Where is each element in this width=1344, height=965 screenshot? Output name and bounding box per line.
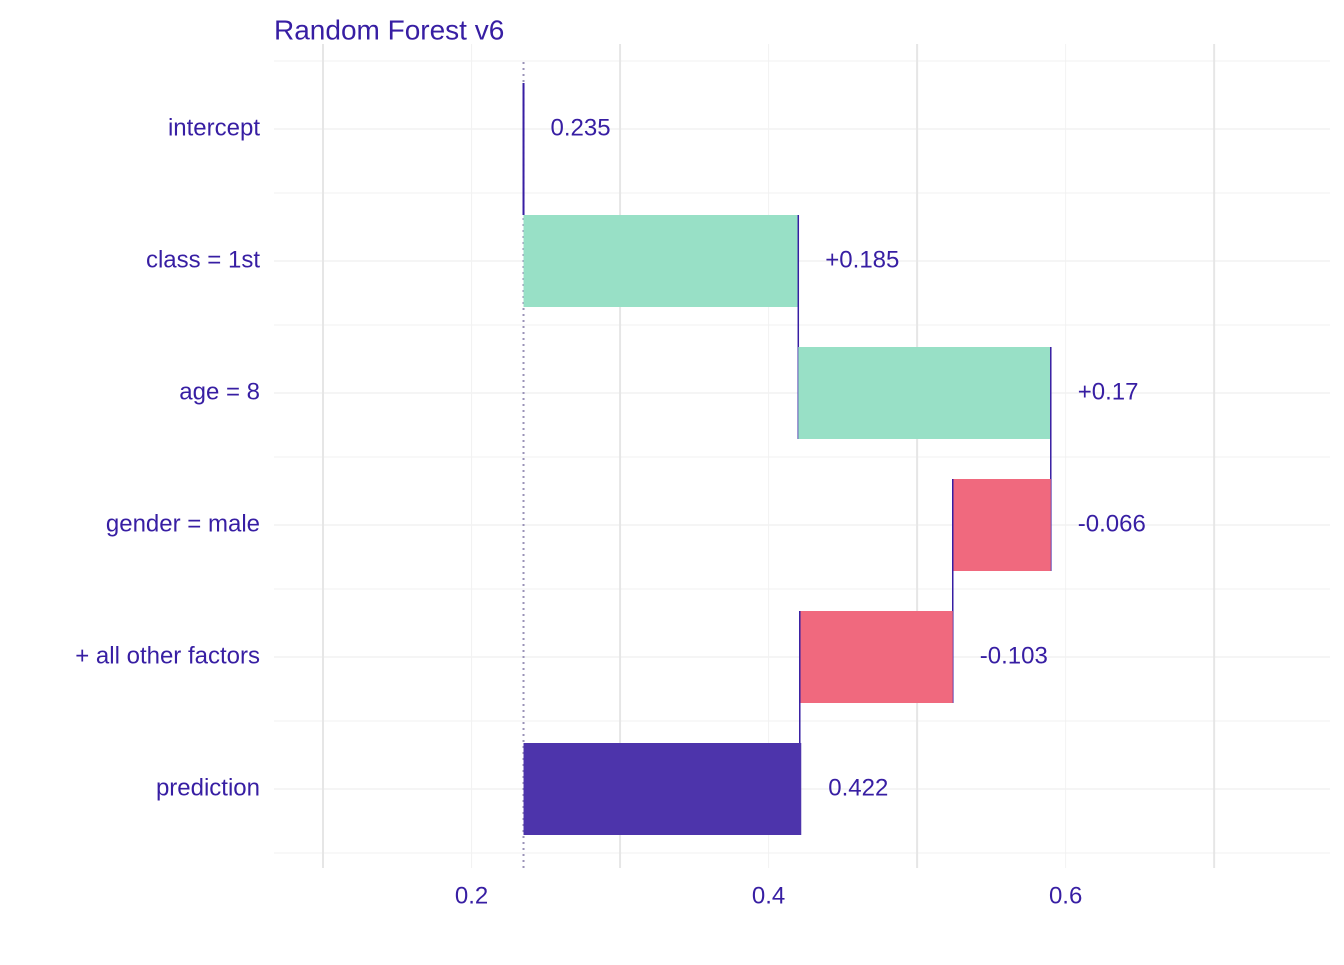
x-tick-label: 0.2 (455, 882, 488, 909)
bar (798, 347, 1051, 439)
x-tick-label: 0.6 (1049, 882, 1082, 909)
value-label: 0.422 (828, 774, 888, 801)
category-label: prediction (156, 774, 260, 801)
bar (523, 215, 799, 307)
value-label: +0.185 (825, 246, 899, 273)
category-label: age = 8 (179, 378, 260, 405)
category-label: + all other factors (75, 642, 260, 669)
value-label: +0.17 (1078, 378, 1139, 405)
category-label: gender = male (106, 510, 260, 537)
category-label: class = 1st (146, 246, 260, 273)
value-label: -0.103 (980, 642, 1048, 669)
x-tick-label: 0.4 (752, 882, 785, 909)
bar (799, 611, 953, 703)
bar (952, 479, 1051, 571)
chart-title: Random Forest v6 (274, 14, 504, 45)
category-label: intercept (168, 114, 260, 141)
value-label: 0.235 (551, 114, 611, 141)
bar (523, 743, 802, 835)
value-label: -0.066 (1078, 510, 1146, 537)
